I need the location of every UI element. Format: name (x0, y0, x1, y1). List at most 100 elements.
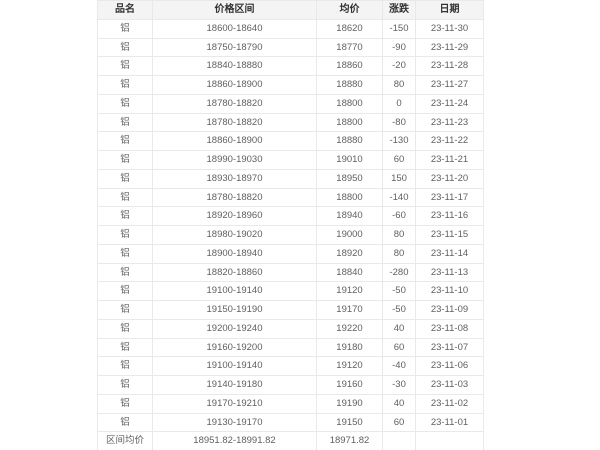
cell-date: 23-11-16 (415, 206, 484, 226)
table-row: 铝 19130-19170 19150 60 23-11-01 (97, 412, 484, 433)
cell-date: 23-11-14 (415, 243, 484, 264)
cell-change: 150 (382, 168, 416, 189)
table-row: 铝 18860-18900 18880 -130 23-11-22 (97, 131, 484, 151)
table-row: 铝 19140-19180 19160 -30 23-11-03 (97, 375, 484, 395)
summary-date (415, 431, 484, 450)
summary-change (382, 431, 416, 450)
cell-product: 铝 (97, 75, 153, 95)
cell-date: 23-11-27 (415, 75, 484, 95)
cell-price-range: 19200-19240 (152, 318, 317, 339)
cell-avg-price: 18880 (316, 131, 383, 151)
cell-change: -30 (382, 375, 416, 395)
cell-date: 23-11-23 (415, 112, 484, 133)
cell-product: 铝 (97, 206, 153, 226)
cell-change: 80 (382, 75, 416, 95)
cell-date: 23-11-10 (415, 281, 484, 301)
cell-date: 23-11-24 (415, 93, 484, 114)
summary-row: 区间均价 18951.82-18991.82 18971.82 (97, 431, 484, 450)
table-row: 铝 18990-19030 19010 60 23-11-21 (97, 150, 484, 170)
cell-change: -40 (382, 356, 416, 376)
cell-avg-price: 18770 (316, 37, 383, 58)
cell-price-range: 18900-18940 (152, 243, 317, 264)
cell-price-range: 19130-19170 (152, 412, 317, 433)
cell-price-range: 19170-19210 (152, 393, 317, 414)
table-body: 铝 18600-18640 18620 -150 23-11-30 铝 1875… (97, 18, 484, 433)
cell-change: -280 (382, 262, 416, 283)
cell-avg-price: 19220 (316, 318, 383, 339)
cell-avg-price: 19180 (316, 337, 383, 358)
cell-date: 23-11-03 (415, 375, 484, 395)
cell-price-range: 18600-18640 (152, 18, 317, 39)
table-row: 铝 18860-18900 18880 80 23-11-27 (97, 75, 484, 95)
col-header-product: 品名 (97, 0, 153, 20)
cell-product: 铝 (97, 187, 153, 208)
cell-product: 铝 (97, 225, 153, 245)
table-row: 铝 19160-19200 19180 60 23-11-07 (97, 337, 484, 358)
cell-date: 23-11-20 (415, 168, 484, 189)
cell-price-range: 19140-19180 (152, 375, 317, 395)
cell-date: 23-11-13 (415, 262, 484, 283)
table-row: 铝 18750-18790 18770 -90 23-11-29 (97, 37, 484, 58)
cell-date: 23-11-09 (415, 300, 484, 320)
cell-product: 铝 (97, 337, 153, 358)
cell-avg-price: 18940 (316, 206, 383, 226)
cell-date: 23-11-30 (415, 18, 484, 39)
col-header-avg-price: 均价 (316, 0, 383, 20)
cell-price-range: 18780-18820 (152, 112, 317, 133)
cell-date: 23-11-17 (415, 187, 484, 208)
col-header-price-range: 价格区间 (152, 0, 317, 20)
table-row: 铝 19200-19240 19220 40 23-11-08 (97, 318, 484, 339)
cell-product: 铝 (97, 300, 153, 320)
cell-avg-price: 19150 (316, 412, 383, 433)
cell-change: 80 (382, 243, 416, 264)
cell-product: 铝 (97, 318, 153, 339)
cell-product: 铝 (97, 412, 153, 433)
cell-price-range: 18820-18860 (152, 262, 317, 283)
table-row: 铝 18600-18640 18620 -150 23-11-30 (97, 18, 484, 39)
cell-avg-price: 19170 (316, 300, 383, 320)
cell-avg-price: 18800 (316, 187, 383, 208)
table-row: 铝 19100-19140 19120 -50 23-11-10 (97, 281, 484, 301)
cell-change: -90 (382, 37, 416, 58)
cell-change: 60 (382, 150, 416, 170)
price-table: 品名 价格区间 均价 涨跌 日期 铝 18600-18640 18620 -15… (97, 0, 484, 450)
cell-change: -50 (382, 300, 416, 320)
table-footer: 区间均价 18951.82-18991.82 18971.82 (97, 431, 484, 450)
cell-change: 40 (382, 393, 416, 414)
col-header-date: 日期 (415, 0, 484, 20)
cell-avg-price: 19120 (316, 356, 383, 376)
cell-change: -60 (382, 206, 416, 226)
cell-avg-price: 19000 (316, 225, 383, 245)
cell-date: 23-11-15 (415, 225, 484, 245)
summary-label: 区间均价 (97, 431, 153, 450)
summary-price-range: 18951.82-18991.82 (152, 431, 317, 450)
cell-avg-price: 18840 (316, 262, 383, 283)
cell-avg-price: 19160 (316, 375, 383, 395)
table-row: 铝 18980-19020 19000 80 23-11-15 (97, 225, 484, 245)
cell-product: 铝 (97, 168, 153, 189)
cell-change: -20 (382, 56, 416, 76)
cell-product: 铝 (97, 37, 153, 58)
cell-avg-price: 19120 (316, 281, 383, 301)
cell-avg-price: 18800 (316, 93, 383, 114)
cell-date: 23-11-21 (415, 150, 484, 170)
cell-product: 铝 (97, 262, 153, 283)
cell-product: 铝 (97, 356, 153, 376)
cell-date: 23-11-06 (415, 356, 484, 376)
cell-avg-price: 18950 (316, 168, 383, 189)
cell-date: 23-11-02 (415, 393, 484, 414)
table-row: 铝 18780-18820 18800 -80 23-11-23 (97, 112, 484, 133)
table-row: 铝 18820-18860 18840 -280 23-11-13 (97, 262, 484, 283)
cell-price-range: 18990-19030 (152, 150, 317, 170)
table-row: 铝 18920-18960 18940 -60 23-11-16 (97, 206, 484, 226)
cell-product: 铝 (97, 281, 153, 301)
cell-price-range: 18750-18790 (152, 37, 317, 58)
cell-change: -80 (382, 112, 416, 133)
cell-change: 0 (382, 93, 416, 114)
cell-avg-price: 19190 (316, 393, 383, 414)
table-row: 铝 19150-19190 19170 -50 23-11-09 (97, 300, 484, 320)
cell-product: 铝 (97, 112, 153, 133)
cell-date: 23-11-22 (415, 131, 484, 151)
cell-avg-price: 18800 (316, 112, 383, 133)
cell-avg-price: 18620 (316, 18, 383, 39)
